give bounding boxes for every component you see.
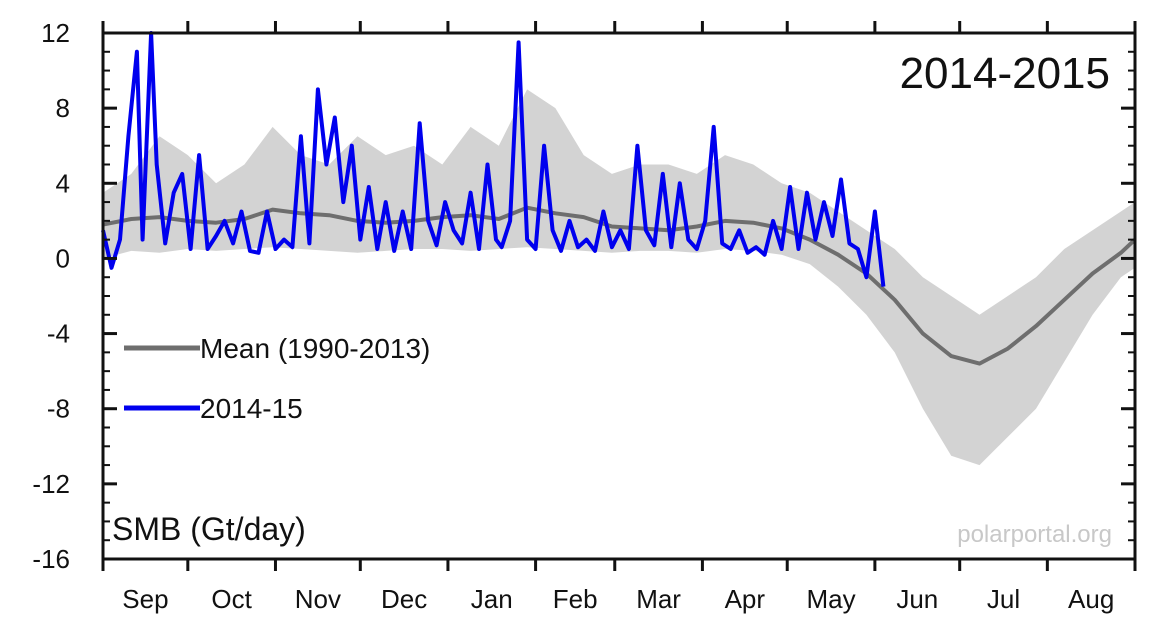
season-2014-15-line — [101, 31, 886, 287]
x-tick-label: Feb — [553, 584, 598, 614]
x-tick-label: Dec — [381, 584, 427, 614]
mean-series-layer — [102, 205, 1137, 366]
y-tick-label: 12 — [41, 18, 70, 48]
x-tick-label: Mar — [636, 584, 681, 614]
y-tick-label: -4 — [47, 319, 70, 349]
x-tick-label: Nov — [295, 584, 341, 614]
mean-series-line — [102, 205, 1137, 366]
y-tick-label: 4 — [56, 168, 70, 198]
x-tick-label: Apr — [725, 584, 766, 614]
range-band — [103, 89, 1135, 466]
season-series-layer — [101, 31, 886, 287]
x-tick-label: Oct — [211, 584, 252, 614]
y-tick-label: -12 — [32, 469, 70, 499]
x-tick-label: Jan — [471, 584, 513, 614]
x-tick-label: Sep — [122, 584, 168, 614]
legend-label-2014-15: 2014-15 — [200, 393, 303, 424]
chart-title: 2014-2015 — [900, 49, 1110, 98]
y-tick-label: -16 — [32, 544, 70, 574]
x-axis: Sep Oct Nov Dec Jan Feb Mar Apr May Jun Jul Aug — [101, 21, 1137, 614]
range-band-layer — [103, 89, 1135, 466]
y-tick-label: -8 — [47, 394, 70, 424]
credit-text: polarportal.org — [957, 521, 1112, 548]
x-tick-label: Jul — [987, 584, 1020, 614]
x-tick-label: Aug — [1068, 584, 1114, 614]
y-tick-label: 0 — [56, 243, 70, 273]
x-tick-label: May — [806, 584, 855, 614]
legend-label-mean: Mean (1990-2013) — [200, 333, 430, 364]
x-tick-label: Jun — [896, 584, 938, 614]
y-axis-label: SMB (Gt/day) — [112, 511, 306, 547]
y-axis: 12 8 4 0 -4 -8 -12 -16 — [32, 18, 1135, 574]
legend: Mean (1990-2013) 2014-15 — [124, 333, 430, 424]
y-tick-label: 8 — [56, 93, 70, 123]
